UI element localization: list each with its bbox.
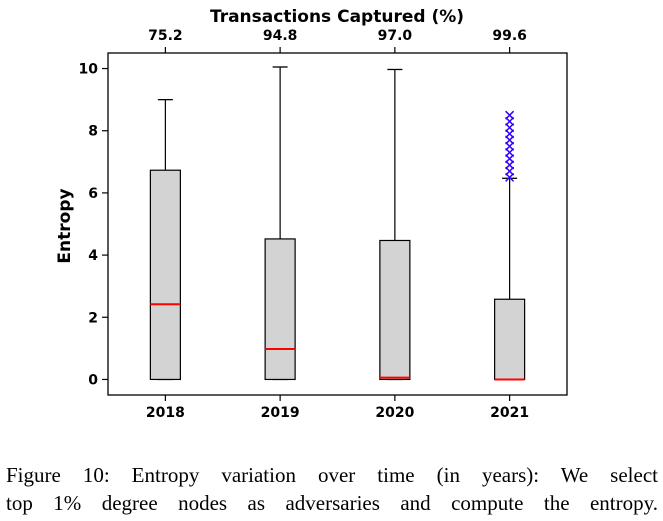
y-tick-label: 10 [79, 62, 99, 78]
outlier-marker [505, 110, 515, 120]
x-tick-label: 2020 [375, 405, 414, 421]
top-tick-label: 75.2 [148, 28, 183, 44]
y-tick-label: 4 [88, 248, 98, 264]
box-2020 [379, 239, 411, 381]
top-tick-label: 94.8 [263, 28, 298, 44]
y-tick-label: 2 [88, 310, 98, 326]
caption-line-2: top 1% degree nodes as adversaries and c… [6, 491, 658, 515]
y-tick-label: 6 [88, 186, 98, 202]
chart-title: Transactions Captured (%) [210, 7, 464, 27]
y-tick-label: 0 [88, 372, 98, 388]
top-tick-label: 99.6 [492, 28, 527, 44]
box-plot-chart: Transactions Captured (%) Entropy 0 2 4 6 8 1… [55, 7, 568, 421]
top-tick-label: 97.0 [378, 28, 413, 44]
plot-frame [107, 52, 568, 396]
x-tick-label: 2019 [261, 405, 300, 421]
x-tick-label: 2021 [490, 405, 529, 421]
box-2019 [264, 238, 296, 381]
x-tick-label: 2018 [146, 405, 185, 421]
box-2018 [149, 169, 181, 381]
figure-caption: Figure 10: Entropy variation over time (… [6, 461, 658, 517]
y-axis-label: Entropy [55, 188, 75, 263]
y-tick-label: 8 [88, 124, 98, 140]
box-2021 [494, 298, 526, 381]
caption-line-1: Figure 10: Entropy variation over time (… [6, 463, 658, 487]
